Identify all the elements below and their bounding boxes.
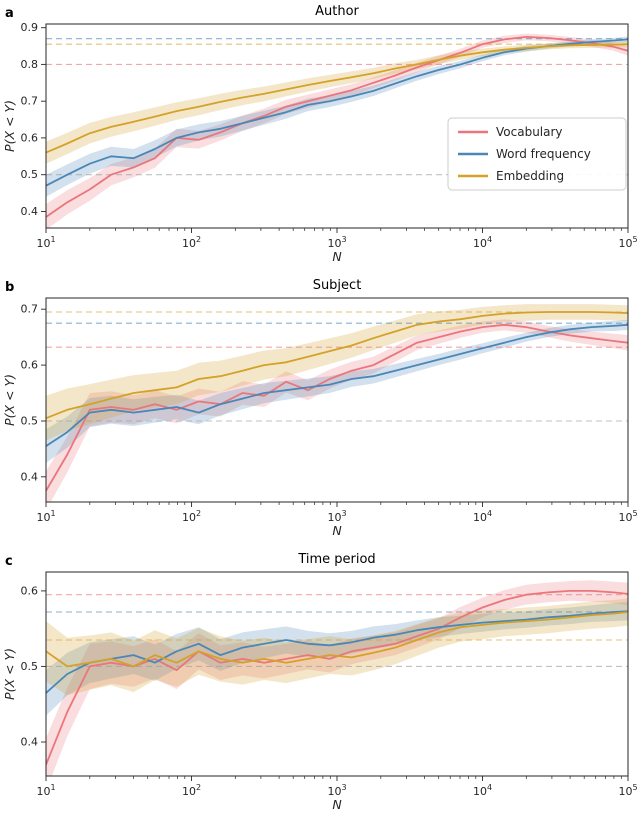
panel-letter-b: b <box>5 280 15 295</box>
y-tick-label: 0.7 <box>21 303 39 316</box>
panel-subject: b Subject 101 102 103 104 105 0.4 0.5 0.6 0.7 N P(… <box>0 276 640 550</box>
y-axis-ticks: 0.4 0.5 0.6 <box>21 584 46 749</box>
series-line-word_frequency <box>46 323 628 447</box>
x-axis-ticks: 101 102 103 104 105 <box>36 502 638 524</box>
x-tick-label: 101 <box>36 783 55 798</box>
y-tick-label: 0.4 <box>21 205 39 218</box>
x-axis-label: N <box>332 797 342 812</box>
x-tick-label: 102 <box>182 509 201 524</box>
x-tick-label: 103 <box>327 509 346 524</box>
chart-author: 101 102 103 104 105 0.4 0.5 0.6 0.7 0.8 0.9 N P(X < … <box>2 21 638 264</box>
x-tick-label: 103 <box>327 235 346 250</box>
band-vocabulary <box>46 319 628 502</box>
panel-title-time-period: Time period <box>298 552 376 567</box>
panel-letter-c: c <box>5 554 13 569</box>
x-axis-ticks: 101 102 103 104 105 <box>36 776 638 798</box>
x-tick-label: 101 <box>36 509 55 524</box>
panel-time-period: c Time period 101 102 103 104 105 0.4 0.5 0.6 N P… <box>0 550 640 824</box>
y-tick-label: 0.6 <box>21 359 39 372</box>
series-line-vocabulary <box>46 323 628 492</box>
series-lines <box>46 590 628 766</box>
y-tick-label: 0.9 <box>21 21 39 34</box>
series-line-embedding <box>46 611 628 668</box>
x-tick-label: 105 <box>618 235 637 250</box>
x-axis-ticks: 101 102 103 104 105 <box>36 228 638 250</box>
y-axis-ticks: 0.4 0.5 0.6 0.7 <box>21 303 46 483</box>
y-axis-ticks: 0.4 0.5 0.6 0.7 0.8 0.9 <box>21 21 46 218</box>
x-axis-label: N <box>332 523 342 538</box>
x-tick-label: 105 <box>618 783 637 798</box>
y-tick-label: 0.4 <box>21 736 39 749</box>
y-tick-label: 0.5 <box>21 660 39 673</box>
y-tick-label: 0.7 <box>21 95 39 108</box>
series-line-embedding <box>46 43 628 154</box>
band-embedding <box>46 598 628 696</box>
y-tick-label: 0.4 <box>21 470 39 483</box>
series-lines <box>46 36 628 218</box>
x-tick-label: 103 <box>327 783 346 798</box>
legend-label-word_frequency: Word frequency <box>496 147 591 161</box>
y-axis-label: P(X < Y) <box>2 374 17 426</box>
legend-label-embedding: Embedding <box>496 169 564 183</box>
panel-letter-a: a <box>5 6 14 21</box>
series-line-vocabulary <box>46 590 628 766</box>
x-tick-label: 102 <box>182 235 201 250</box>
legend-label-vocabulary: Vocabulary <box>496 125 563 139</box>
legend: Vocabulary Word frequency Embedding <box>447 117 627 191</box>
y-axis-label: P(X < Y) <box>2 100 17 152</box>
series-line-vocabulary <box>46 36 628 218</box>
y-tick-label: 0.6 <box>21 584 39 597</box>
series-lines <box>46 311 628 492</box>
y-axis-label: P(X < Y) <box>2 648 17 700</box>
band-vocabulary <box>46 580 628 776</box>
chart-subject: 101 102 103 104 105 0.4 0.5 0.6 0.7 N P(X < Y) <box>2 297 638 538</box>
chart-time-period: 101 102 103 104 105 0.4 0.5 0.6 N P(X < Y) <box>2 571 638 812</box>
x-axis-label: N <box>332 249 342 264</box>
legend-box <box>447 117 627 191</box>
x-tick-label: 104 <box>473 509 492 524</box>
x-tick-label: 101 <box>36 235 55 250</box>
y-tick-label: 0.5 <box>21 168 39 181</box>
y-tick-label: 0.5 <box>21 415 39 428</box>
band-word_frequency <box>46 602 628 716</box>
x-tick-label: 102 <box>182 783 201 798</box>
panel-title-author: Author <box>315 4 359 19</box>
band-embedding <box>46 304 628 441</box>
panel-author: a Author 101 102 103 104 105 0.4 0.5 0.6 0.7 0.8 0… <box>0 2 640 276</box>
confidence-bands <box>46 304 628 502</box>
x-tick-label: 105 <box>618 509 637 524</box>
y-tick-label: 0.8 <box>21 58 39 71</box>
series-line-word_frequency <box>46 610 628 694</box>
series-line-embedding <box>46 311 628 420</box>
x-tick-label: 104 <box>473 235 492 250</box>
panel-title-subject: Subject <box>312 278 362 293</box>
x-tick-label: 104 <box>473 783 492 798</box>
y-tick-label: 0.6 <box>21 131 39 144</box>
